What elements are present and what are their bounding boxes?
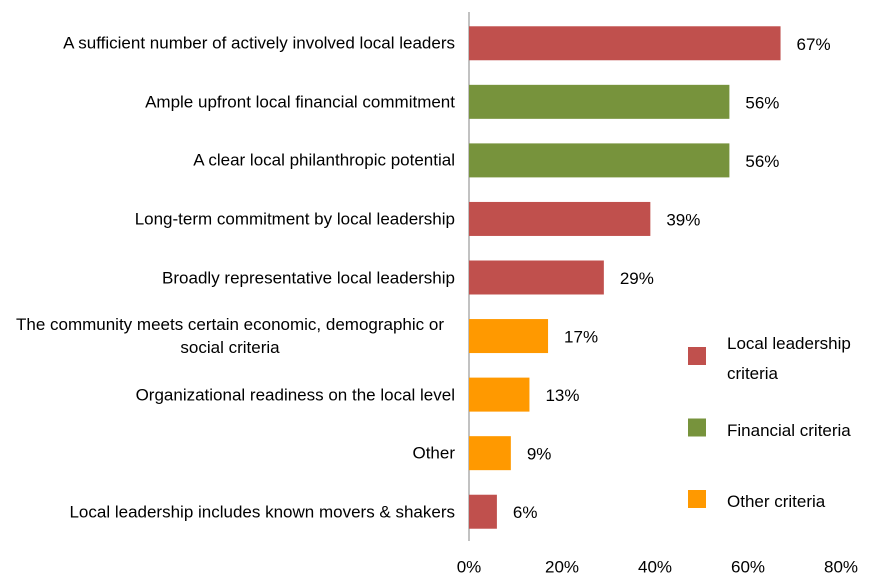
data-label: 13% xyxy=(545,386,579,405)
category-label: Long-term commitment by local leadership xyxy=(134,209,455,229)
data-label: 29% xyxy=(620,269,654,288)
x-tick-label: 80% xyxy=(824,557,858,576)
bar xyxy=(469,319,549,354)
category-label: A clear local philanthropic potential xyxy=(193,150,455,170)
data-label: 67% xyxy=(797,35,831,54)
category-label: Local leadership includes known movers &… xyxy=(69,502,455,522)
data-label: 56% xyxy=(745,93,779,112)
x-tick-label: 20% xyxy=(545,557,579,576)
category-label: A sufficient number of actively involved… xyxy=(63,33,455,53)
bar xyxy=(469,494,497,529)
bar xyxy=(469,260,604,295)
legend-label: Other criteria xyxy=(727,492,826,511)
bar xyxy=(469,201,651,236)
category-label: Ample upfront local financial commitment xyxy=(145,92,455,112)
category-label: Other xyxy=(412,443,455,463)
legend-label: Financial criteria xyxy=(727,420,851,440)
category-label: The community meets certain economic, de… xyxy=(15,315,444,358)
data-label: 56% xyxy=(745,152,779,171)
x-tick-label: 60% xyxy=(731,557,765,576)
bar xyxy=(469,377,530,412)
data-label: 17% xyxy=(564,328,598,347)
legend-marker xyxy=(688,418,706,437)
legend-label: Local leadership criteria xyxy=(727,334,851,383)
category-label: Broadly representative local leadership xyxy=(162,268,455,287)
data-label: 6% xyxy=(513,503,538,522)
x-tick-label: 0% xyxy=(457,557,482,576)
bar xyxy=(469,436,511,471)
bar xyxy=(469,84,730,119)
bar xyxy=(469,143,730,178)
category-label: Organizational readiness on the local le… xyxy=(135,385,455,405)
legend-marker xyxy=(688,490,706,508)
data-label: 39% xyxy=(666,210,700,229)
data-label: 9% xyxy=(527,445,552,464)
x-tick-label: 40% xyxy=(638,557,672,576)
legend-marker xyxy=(688,347,706,365)
bar xyxy=(469,26,781,61)
